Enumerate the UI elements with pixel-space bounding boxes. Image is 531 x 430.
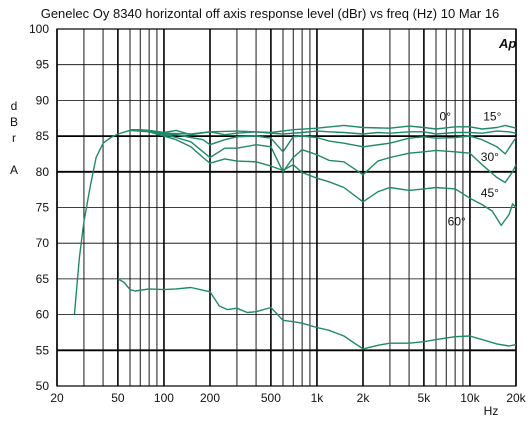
angle-annotation: 0° <box>440 109 452 123</box>
y-axis-label-char: d <box>11 99 18 113</box>
angle-annotation: 60° <box>448 214 466 228</box>
x-tick-label: 1k <box>311 391 325 405</box>
x-tick-label: 50 <box>111 391 125 405</box>
y-tick-label: 90 <box>36 93 50 107</box>
angle-annotation: 45° <box>481 186 499 200</box>
y-tick-label: 55 <box>36 343 50 357</box>
y-tick-label: 85 <box>36 129 50 143</box>
x-tick-label: 5k <box>418 391 432 405</box>
y-tick-label: 95 <box>36 58 50 72</box>
ap-logo: Ap <box>498 36 516 51</box>
x-tick-label: 20k <box>506 391 526 405</box>
series-line-45deg <box>129 129 517 184</box>
y-tick-label: 65 <box>36 272 50 286</box>
y-tick-label: 50 <box>36 379 50 393</box>
x-tick-label: 500 <box>261 391 281 405</box>
grid <box>56 28 517 387</box>
y-axis-label: d B r A <box>10 99 18 177</box>
series-lines <box>73 124 517 350</box>
series-line-30deg <box>129 129 517 155</box>
y-axis-label-char: r <box>12 131 16 145</box>
series-line-15deg <box>129 124 517 135</box>
x-tick-label: 20 <box>50 391 64 405</box>
x-tick-label: 200 <box>200 391 220 405</box>
angle-annotation: 15° <box>483 109 501 123</box>
y-tick-label: 100 <box>29 22 49 36</box>
x-tick-label: 100 <box>154 391 174 405</box>
y-tick-label: 80 <box>36 165 50 179</box>
angle-annotation: 30° <box>481 150 499 164</box>
curve-annotations: 0° 15° 30° 45° 60° <box>440 109 502 228</box>
y-tick-label: 75 <box>36 201 50 215</box>
y-axis-label-char: B <box>10 115 18 129</box>
chart-title: Genelec Oy 8340 horizontal off axis resp… <box>41 6 500 21</box>
x-tick-label: 2k <box>357 391 371 405</box>
x-tick-label: 10k <box>460 391 480 405</box>
series-line-low <box>117 278 517 350</box>
y-tick-label: 70 <box>36 236 50 250</box>
y-tick-label: 60 <box>36 308 50 322</box>
y-axis-label-char: A <box>10 163 18 177</box>
series-line-60deg <box>129 129 517 227</box>
x-axis-label: Hz <box>484 404 499 418</box>
